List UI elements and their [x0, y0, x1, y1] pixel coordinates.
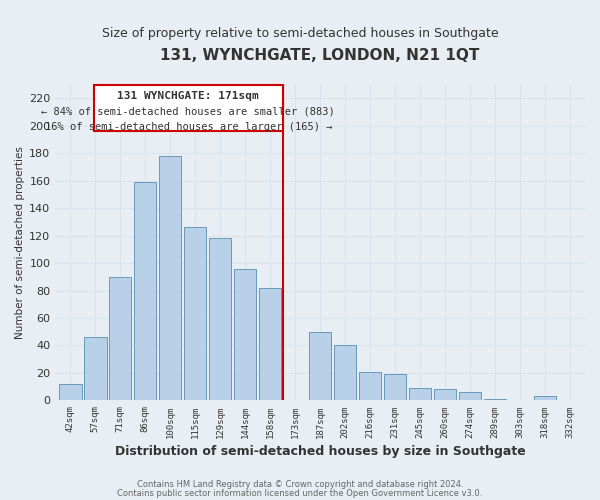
Bar: [359, 372, 382, 400]
Text: Size of property relative to semi-detached houses in Southgate: Size of property relative to semi-detach…: [101, 28, 499, 40]
Bar: [184, 228, 206, 400]
Bar: [459, 392, 481, 400]
Bar: [84, 338, 107, 400]
Bar: [109, 277, 131, 400]
X-axis label: Distribution of semi-detached houses by size in Southgate: Distribution of semi-detached houses by …: [115, 444, 526, 458]
Bar: [334, 346, 356, 401]
Text: 16% of semi-detached houses are larger (165) →: 16% of semi-detached houses are larger (…: [44, 122, 332, 132]
Bar: [409, 388, 431, 400]
FancyBboxPatch shape: [94, 84, 283, 131]
Bar: [234, 268, 256, 400]
Text: Contains HM Land Registry data © Crown copyright and database right 2024.: Contains HM Land Registry data © Crown c…: [137, 480, 463, 489]
Y-axis label: Number of semi-detached properties: Number of semi-detached properties: [15, 146, 25, 339]
Text: ← 84% of semi-detached houses are smaller (883): ← 84% of semi-detached houses are smalle…: [41, 106, 335, 117]
Bar: [434, 390, 457, 400]
Text: Contains public sector information licensed under the Open Government Licence v3: Contains public sector information licen…: [118, 488, 482, 498]
Bar: [309, 332, 331, 400]
Text: 131 WYNCHGATE: 171sqm: 131 WYNCHGATE: 171sqm: [118, 92, 259, 102]
Bar: [484, 399, 506, 400]
Title: 131, WYNCHGATE, LONDON, N21 1QT: 131, WYNCHGATE, LONDON, N21 1QT: [160, 48, 480, 62]
Bar: [209, 238, 232, 400]
Bar: [159, 156, 181, 400]
Bar: [384, 374, 406, 400]
Bar: [534, 396, 556, 400]
Bar: [259, 288, 281, 401]
Bar: [59, 384, 82, 400]
Bar: [134, 182, 157, 400]
